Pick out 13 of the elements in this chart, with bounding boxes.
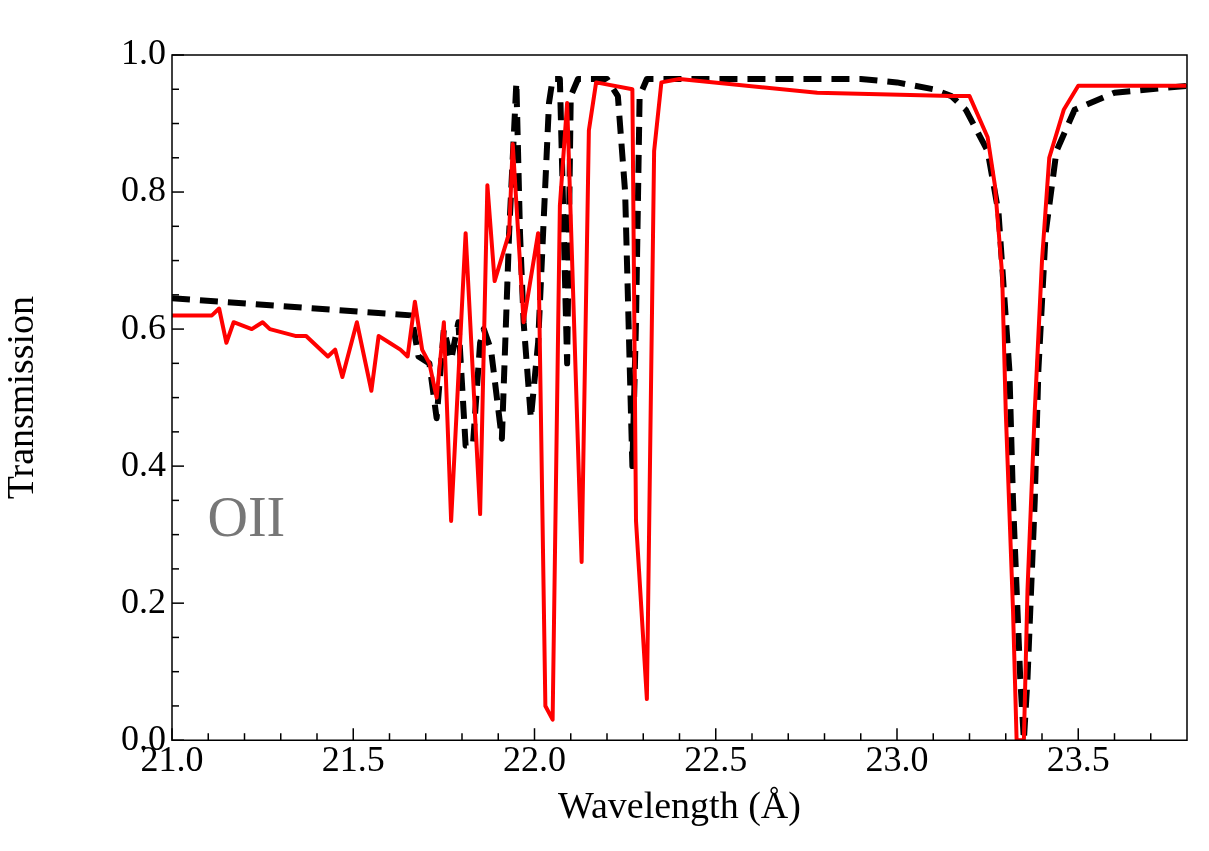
x-tick-label: 22.0 xyxy=(503,739,566,780)
x-axis-title: Wavelength (Å) xyxy=(558,784,801,828)
x-tick-label: 21.5 xyxy=(321,739,385,780)
x-tick-label: 23.5 xyxy=(1046,739,1110,780)
annotation: OII xyxy=(207,485,286,548)
y-tick-label: 0.2 xyxy=(121,580,166,621)
y-tick-label: 0.4 xyxy=(121,443,166,484)
x-tick-label: 23.0 xyxy=(865,739,929,780)
y-axis-title: Transmission xyxy=(0,295,41,500)
y-tick-label: 1.0 xyxy=(121,32,166,73)
y-tick-label: 0.8 xyxy=(121,169,166,210)
x-tick-label: 22.5 xyxy=(684,739,748,780)
y-tick-label: 0.6 xyxy=(121,306,166,347)
